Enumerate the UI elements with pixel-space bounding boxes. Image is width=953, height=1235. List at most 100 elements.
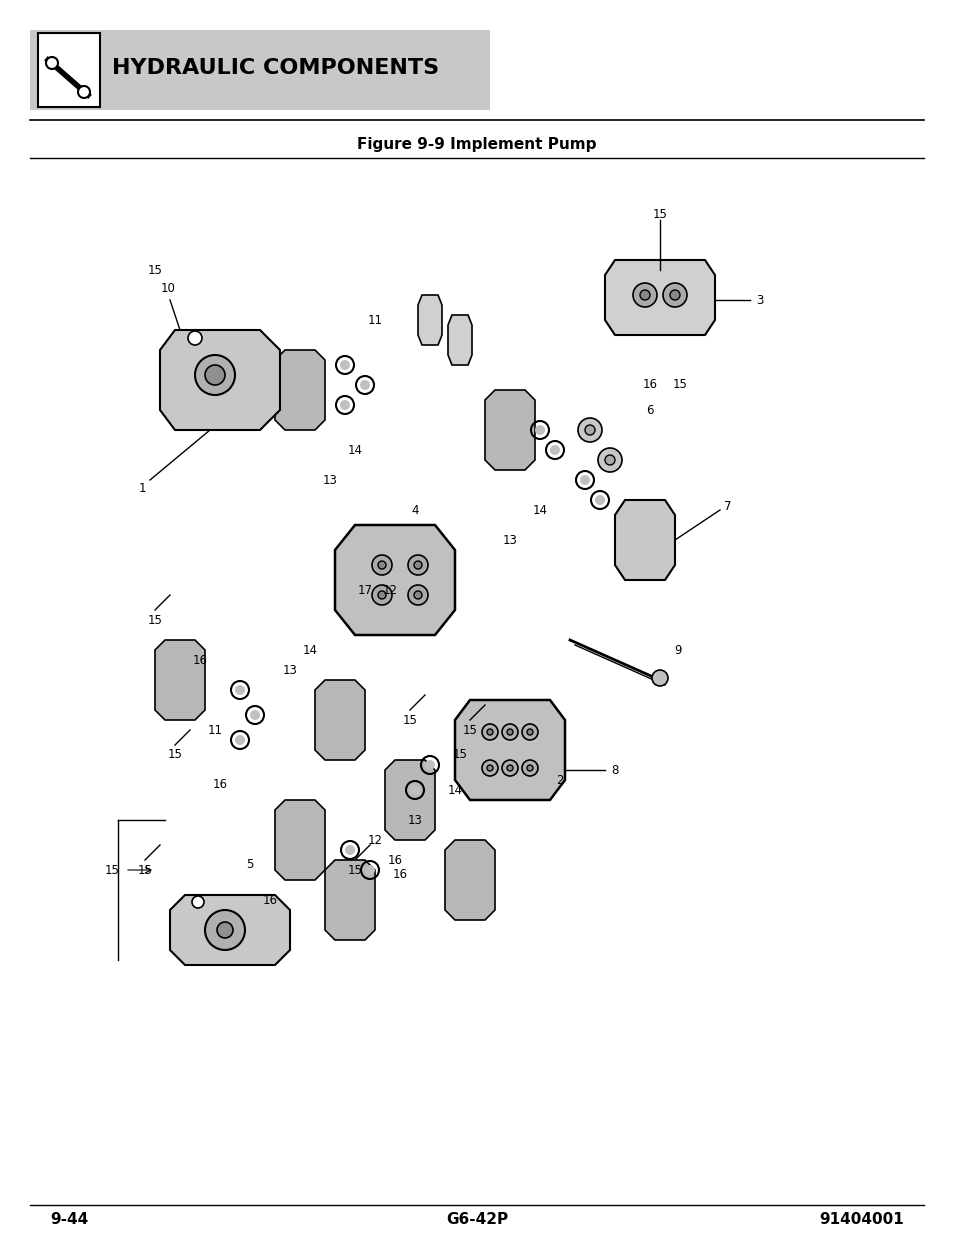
Text: 16: 16 [193, 653, 208, 667]
Text: 13: 13 [502, 534, 517, 547]
Circle shape [377, 592, 386, 599]
Text: 16: 16 [387, 853, 402, 867]
Polygon shape [325, 860, 375, 940]
Text: 1: 1 [138, 482, 146, 494]
Text: 15: 15 [148, 614, 162, 626]
Text: 15: 15 [148, 263, 162, 277]
Text: 6: 6 [645, 404, 653, 416]
Text: 11: 11 [367, 314, 382, 326]
Circle shape [521, 724, 537, 740]
Text: 8: 8 [611, 763, 618, 777]
Circle shape [192, 897, 204, 908]
Circle shape [598, 448, 621, 472]
Polygon shape [335, 525, 455, 635]
Circle shape [414, 561, 421, 569]
Circle shape [408, 555, 428, 576]
Text: 10: 10 [160, 282, 175, 294]
Circle shape [424, 760, 435, 769]
Circle shape [250, 710, 260, 720]
Circle shape [339, 359, 350, 370]
Text: 16: 16 [213, 778, 227, 792]
Circle shape [234, 735, 245, 745]
Circle shape [506, 764, 513, 771]
Text: 16: 16 [641, 378, 657, 391]
Polygon shape [274, 800, 325, 881]
Text: 9-44: 9-44 [50, 1213, 89, 1228]
Circle shape [486, 729, 493, 735]
Text: 2: 2 [556, 773, 563, 787]
Circle shape [481, 724, 497, 740]
Text: 15: 15 [347, 863, 362, 877]
Circle shape [410, 785, 419, 795]
Circle shape [501, 724, 517, 740]
Circle shape [501, 760, 517, 776]
Circle shape [339, 400, 350, 410]
Polygon shape [615, 500, 675, 580]
Text: 14: 14 [447, 783, 462, 797]
Text: 12: 12 [367, 834, 382, 846]
Circle shape [365, 864, 375, 876]
Text: HYDRAULIC COMPONENTS: HYDRAULIC COMPONENTS [112, 58, 438, 78]
Polygon shape [160, 330, 280, 430]
Polygon shape [154, 640, 205, 720]
Circle shape [78, 86, 90, 98]
Text: 13: 13 [322, 473, 337, 487]
Circle shape [633, 283, 657, 308]
Polygon shape [385, 760, 435, 840]
Polygon shape [444, 840, 495, 920]
Circle shape [414, 592, 421, 599]
Text: 14: 14 [532, 504, 547, 516]
Circle shape [46, 57, 58, 69]
Text: 3: 3 [756, 294, 763, 306]
Text: 4: 4 [411, 504, 418, 516]
Polygon shape [417, 295, 441, 345]
FancyBboxPatch shape [30, 30, 490, 110]
Circle shape [486, 764, 493, 771]
Circle shape [408, 585, 428, 605]
Polygon shape [455, 700, 564, 800]
Circle shape [639, 290, 649, 300]
Circle shape [205, 366, 225, 385]
Circle shape [359, 380, 370, 390]
Circle shape [651, 671, 667, 685]
Circle shape [526, 729, 533, 735]
Text: 13: 13 [282, 663, 297, 677]
Circle shape [604, 454, 615, 466]
Polygon shape [484, 390, 535, 471]
Text: 91404001: 91404001 [819, 1213, 903, 1228]
Circle shape [578, 417, 601, 442]
Text: 15: 15 [402, 714, 417, 726]
Text: 9: 9 [674, 643, 681, 657]
Circle shape [669, 290, 679, 300]
Circle shape [595, 495, 604, 505]
FancyBboxPatch shape [38, 33, 100, 107]
Circle shape [662, 283, 686, 308]
Polygon shape [448, 315, 472, 366]
Text: 15: 15 [652, 209, 667, 221]
Text: 15: 15 [672, 378, 687, 391]
Text: G6-42P: G6-42P [445, 1213, 508, 1228]
Circle shape [345, 845, 355, 855]
Text: 14: 14 [302, 643, 317, 657]
Circle shape [372, 585, 392, 605]
Polygon shape [604, 261, 714, 335]
Polygon shape [314, 680, 365, 760]
Circle shape [481, 760, 497, 776]
Circle shape [205, 910, 245, 950]
Circle shape [234, 685, 245, 695]
Circle shape [535, 425, 544, 435]
Text: 16: 16 [262, 893, 277, 906]
Circle shape [550, 445, 559, 454]
Text: 11: 11 [208, 724, 222, 736]
Circle shape [216, 923, 233, 939]
Text: 7: 7 [723, 500, 731, 514]
Text: 16: 16 [392, 868, 407, 882]
Text: 5: 5 [246, 858, 253, 872]
Polygon shape [170, 895, 290, 965]
Circle shape [579, 475, 589, 485]
Text: 15: 15 [137, 863, 152, 877]
Text: 12: 12 [382, 583, 397, 597]
Text: Figure 9-9 Implement Pump: Figure 9-9 Implement Pump [356, 137, 597, 152]
Text: 15: 15 [105, 863, 119, 877]
Text: 13: 13 [407, 814, 422, 826]
